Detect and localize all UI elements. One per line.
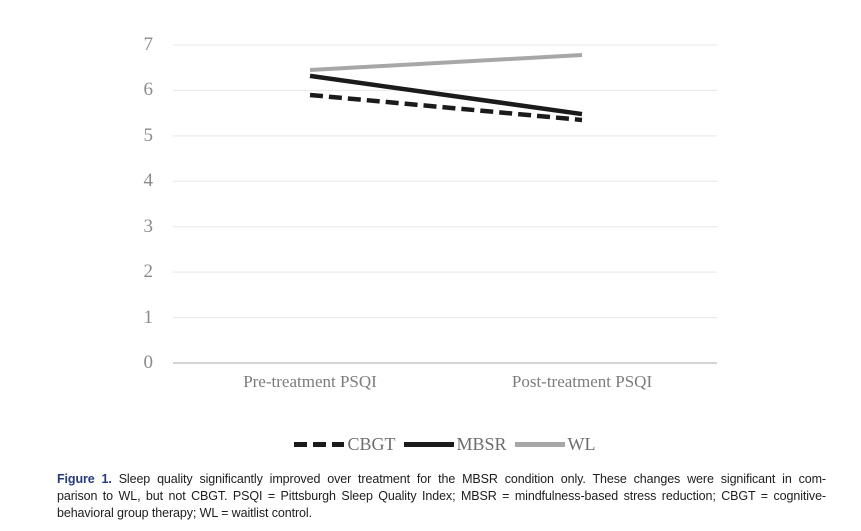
series-line-cbgt <box>309 92 583 123</box>
psqi-line-chart: 0 1 2 3 4 5 6 7 Pre-treatment PSQI Post-treatme… <box>143 34 717 455</box>
y-axis-tick-label: 6 <box>143 79 154 101</box>
y-axis-tick-label: 1 <box>143 306 154 328</box>
legend-item-wl: WL <box>514 434 596 455</box>
figure-caption: Figure 1. Sleep quality significantly im… <box>57 471 826 522</box>
caption-line-1-text: Sleep quality significantly improved ove… <box>118 472 826 486</box>
wl-gray-line-swatch-icon <box>514 442 565 447</box>
cbgt-dashed-line-swatch-icon <box>294 442 345 447</box>
legend-label-cbgt: CBGT <box>347 434 396 454</box>
y-axis-tick-label: 0 <box>143 352 154 373</box>
y-axis-tick-label: 5 <box>143 124 154 146</box>
y-axis-tick-label: 2 <box>143 261 154 283</box>
series-line-wl <box>309 52 583 72</box>
chart-legend: CBGT MBSR WL <box>173 434 717 455</box>
y-axis-tick-label: 7 <box>143 34 154 55</box>
caption-line-3: behavioral group therapy; WL = waitlist … <box>57 506 312 520</box>
y-axis-tick-label: 3 <box>143 215 154 237</box>
legend-label-wl: WL <box>567 434 596 454</box>
x-axis-label-pre-treatment: Pre-treatment PSQI <box>243 372 377 391</box>
caption-line-1: Figure 1. Sleep quality significantly im… <box>57 471 826 488</box>
x-axis-label-post-treatment: Post-treatment PSQI <box>511 372 653 391</box>
figure-caption-label: Figure 1. <box>57 472 112 486</box>
legend-item-mbsr: MBSR <box>403 434 507 455</box>
caption-line-2: parison to WL, but not CBGT. PSQI = Pitt… <box>57 489 826 503</box>
y-axis-tick-label: 4 <box>143 170 154 192</box>
legend-label-mbsr: MBSR <box>456 434 507 454</box>
series-line-mbsr <box>309 73 583 117</box>
mbsr-solid-line-swatch-icon <box>403 442 454 447</box>
chart-canvas <box>173 44 717 364</box>
legend-item-cbgt: CBGT <box>294 434 396 455</box>
